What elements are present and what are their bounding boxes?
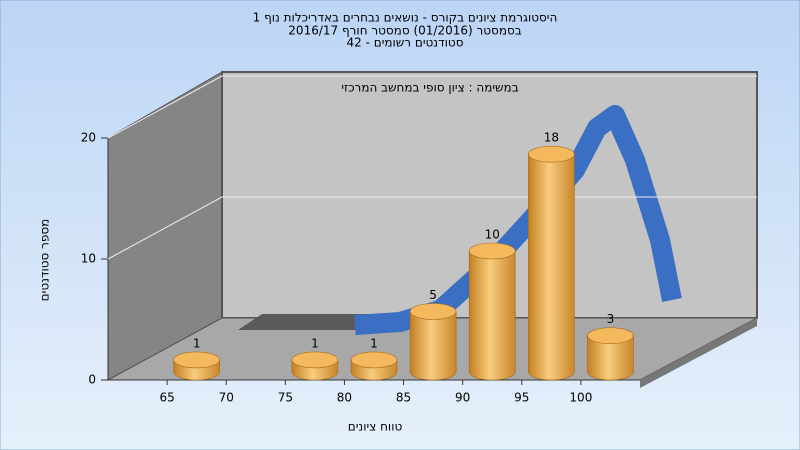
- x-tick-label: 70: [219, 391, 234, 405]
- y-tick-label: 20: [81, 131, 96, 145]
- x-tick-label: 90: [455, 391, 470, 405]
- y-tick-label: 0: [88, 373, 96, 387]
- title-line: סטודנטים רשומים - 42: [346, 36, 463, 50]
- bar: [528, 153, 575, 381]
- bar: [409, 311, 457, 381]
- x-axis-label: טווח ציונים: [348, 420, 403, 434]
- bar-top: [350, 351, 398, 369]
- y-tick-label: 10: [81, 252, 96, 266]
- floor-edge: [640, 318, 757, 388]
- bar-top: [173, 351, 220, 369]
- data-label: 3: [607, 312, 615, 326]
- curve-shadow: [238, 314, 385, 330]
- x-tick-label: 75: [278, 391, 293, 405]
- bar-top: [409, 303, 457, 320]
- x-tick-label: 100: [569, 391, 592, 405]
- bar-top: [587, 327, 634, 345]
- data-label: 10: [485, 228, 500, 242]
- x-tick-label: 85: [396, 391, 411, 405]
- x-tick-label: 80: [337, 391, 352, 405]
- x-tick-label: 65: [159, 391, 174, 405]
- title-line: היסטוגרמת ציונים בקורס - נושאים נבחרים ב…: [253, 11, 558, 25]
- y-axis-label: מספר סטודנטים: [38, 219, 52, 302]
- bar-top: [291, 351, 339, 369]
- data-label: 1: [193, 336, 201, 350]
- data-label: 1: [370, 336, 378, 350]
- data-label: 18: [544, 131, 559, 145]
- bar: [468, 250, 516, 381]
- grid-line: [107, 75, 757, 139]
- annotation: במשימה : ציון סופי במחשב המרכזי: [341, 81, 518, 95]
- bar-top: [528, 145, 575, 163]
- data-label: 5: [429, 288, 437, 302]
- bar: [587, 335, 634, 381]
- title: היסטוגרמת ציונים בקורס - נושאים נבחרים ב…: [253, 11, 558, 50]
- bar-top: [468, 242, 516, 260]
- grid-line: [107, 196, 757, 260]
- data-label: 1: [311, 336, 319, 350]
- title-line: בסמסטר (01/2016) סמסטר חורף 2016/17: [288, 24, 521, 38]
- x-tick-label: 95: [514, 391, 529, 405]
